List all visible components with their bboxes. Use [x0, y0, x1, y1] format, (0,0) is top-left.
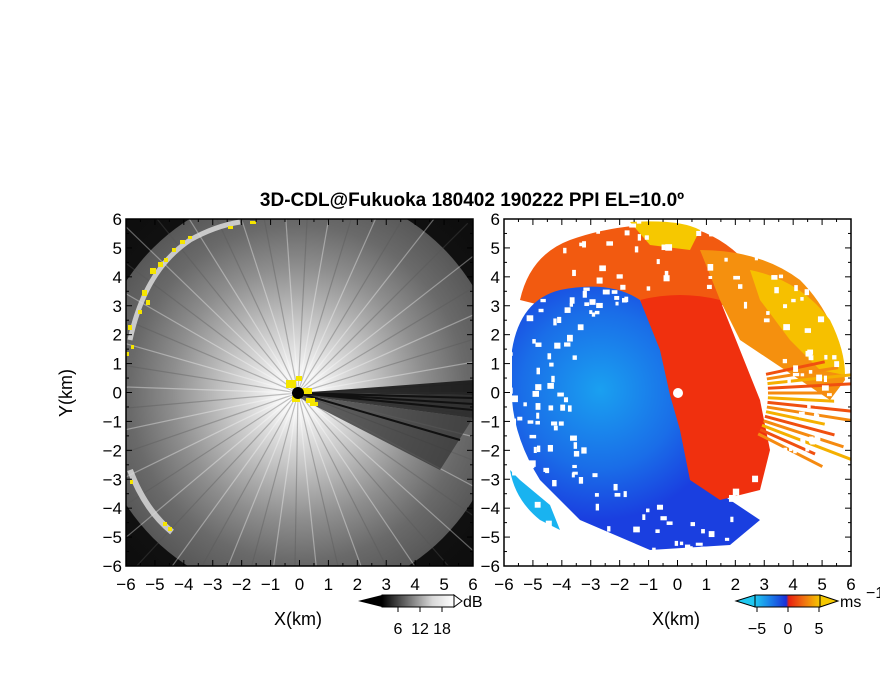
snr-y-tick-label: 4: [113, 268, 122, 287]
snr-y-tick-label: 6: [113, 210, 122, 229]
velocity-y-tick-label: −2: [481, 441, 500, 460]
snr-x-tick-label: −4: [174, 575, 193, 594]
snr-colorbar: dB 6 12 18: [358, 594, 483, 638]
velocity-x-tick-label: 0: [673, 575, 682, 594]
velocity-colorbar-unit: ms: [840, 594, 861, 611]
snr-y-tick-label: −5: [103, 528, 122, 547]
snr-x-tick-label: 1: [324, 575, 333, 594]
velocity-x-tick-label: −4: [552, 575, 571, 594]
velocity-y-tick-label: 0: [491, 384, 500, 403]
velocity-x-tick-label: −6: [494, 575, 513, 594]
velocity-y-tick-label: −1: [481, 412, 500, 431]
snr-image: [126, 219, 473, 566]
snr-x-tick-label: −6: [116, 575, 135, 594]
snr-colorbar-unit: dB: [463, 594, 483, 611]
velocity-y-tick-label: −3: [481, 470, 500, 489]
velocity-colorbar-tick-label: 5: [815, 621, 824, 638]
snr-y-tick-label: 2: [113, 326, 122, 345]
velocity-y-tick-label: −4: [481, 499, 500, 518]
velocity-x-tick-label: 5: [817, 575, 826, 594]
velocity-y-tick-label: 2: [491, 326, 500, 345]
figure-title: 3D-CDL@Fukuoka 180402 190222 PPI EL=10.0…: [260, 190, 684, 211]
velocity-image: [504, 219, 851, 566]
velocity-y-tick-label: 5: [491, 239, 500, 258]
velocity-x-tick-label: 3: [760, 575, 769, 594]
velocity-y-tick-label: 1: [491, 355, 500, 374]
snr-x-tick-label: −2: [232, 575, 251, 594]
velocity-colorbar-tick-label: 0: [784, 621, 793, 638]
snr-y-tick-label: −4: [103, 499, 122, 518]
snr-colorbar-tick-label: 12: [411, 621, 429, 638]
snr-y-tick-label: −6: [103, 557, 122, 576]
snr-y-tick-label: 3: [113, 297, 122, 316]
snr-x-tick-label: −1: [261, 575, 280, 594]
velocity-y-tick-label: −6: [481, 557, 500, 576]
velocity-colorbar: ms −1 −5 0 5: [734, 585, 880, 638]
snr-x-tick-label: 6: [468, 575, 477, 594]
snr-colorbar-tick-label: 6: [394, 621, 403, 638]
strong-echo-markers: [126, 221, 318, 531]
velocity-colorbar-unit-exponent: −1: [866, 585, 880, 602]
lidar-site-marker: [292, 387, 304, 399]
snr-x-tick-label: 2: [353, 575, 362, 594]
velocity-x-tick-label: 4: [788, 575, 797, 594]
velocity-y-tick-label: −5: [481, 528, 500, 547]
snr-x-tick-label: −5: [145, 575, 164, 594]
snr-y-tick-label: 0: [113, 384, 122, 403]
velocity-y-tick-label: 6: [491, 210, 500, 229]
velocity-x-tick-label: −5: [523, 575, 542, 594]
snr-x-axis-label: X(km): [274, 609, 322, 629]
snr-x-tick-label: 0: [295, 575, 304, 594]
snr-x-tick-label: 4: [410, 575, 419, 594]
velocity-x-tick-label: −3: [581, 575, 600, 594]
snr-y-tick-label: 5: [113, 239, 122, 258]
velocity-site-marker: [673, 388, 683, 398]
snr-x-tick-label: −3: [203, 575, 222, 594]
snr-x-tick-label: 3: [382, 575, 391, 594]
velocity-y-tick-label: 3: [491, 297, 500, 316]
velocity-colorbar-tick-label: −5: [748, 621, 766, 638]
snr-colorbar-tick-label: 18: [433, 621, 451, 638]
velocity-x-tick-label: 1: [702, 575, 711, 594]
velocity-x-tick-label: −1: [639, 575, 658, 594]
snr-x-tick-label: 5: [439, 575, 448, 594]
velocity-y-tick-label: 4: [491, 268, 500, 287]
snr-y-tick-label: −1: [103, 412, 122, 431]
snr-y-tick-label: 1: [113, 355, 122, 374]
velocity-x-tick-label: −2: [610, 575, 629, 594]
snr-y-axis-label: Y(km): [56, 369, 76, 417]
snr-y-tick-label: −2: [103, 441, 122, 460]
velocity-x-tick-label: 6: [846, 575, 855, 594]
snr-y-tick-label: −3: [103, 470, 122, 489]
velocity-x-tick-label: 2: [731, 575, 740, 594]
velocity-x-axis-label: X(km): [652, 609, 700, 629]
